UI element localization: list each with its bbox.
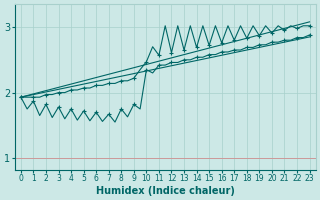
X-axis label: Humidex (Indice chaleur): Humidex (Indice chaleur) — [96, 186, 235, 196]
